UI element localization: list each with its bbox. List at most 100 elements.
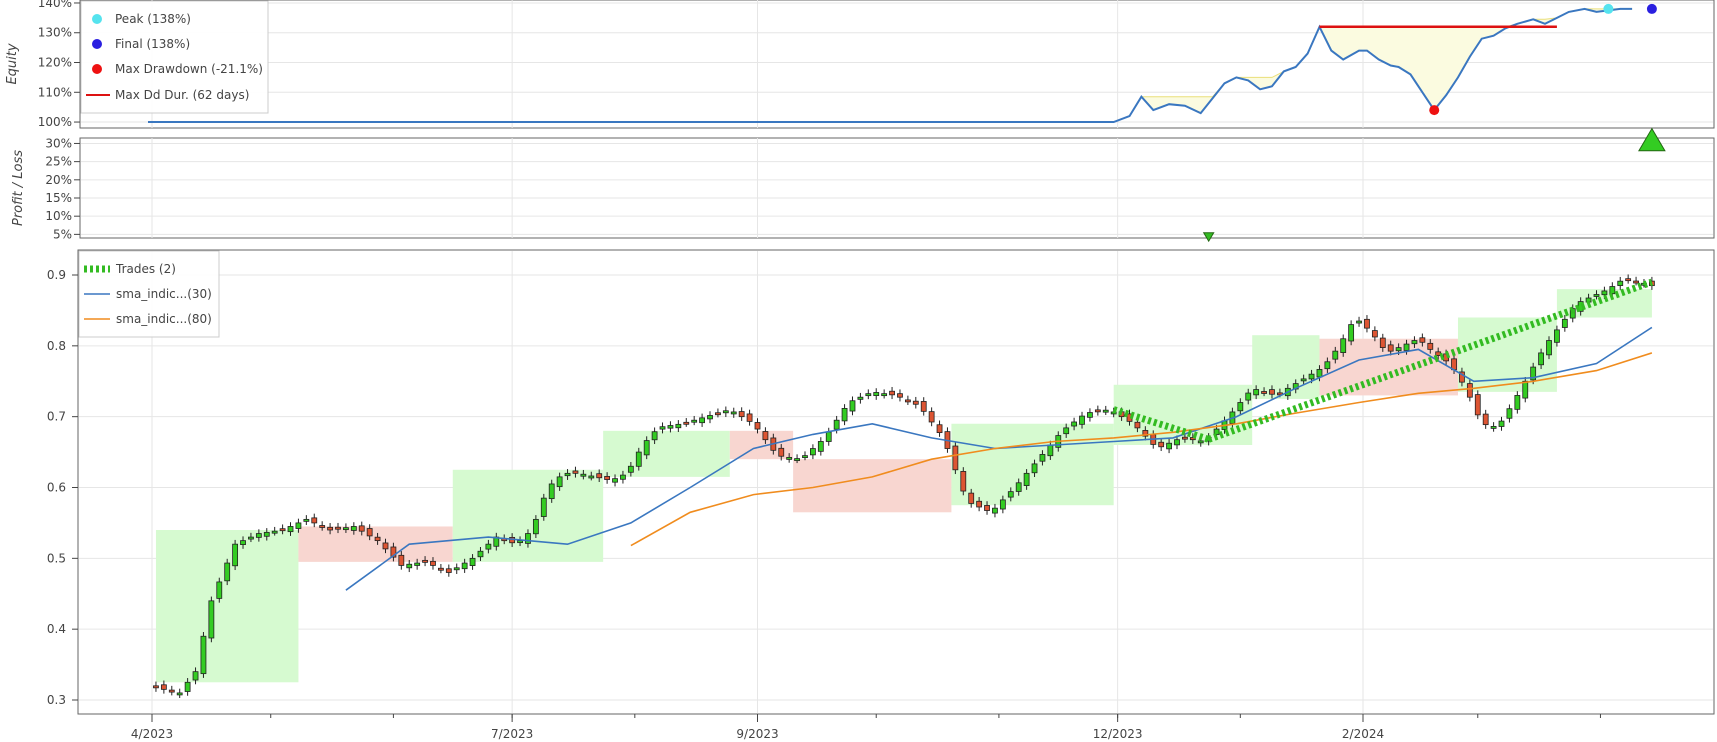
candle-body-124 (1134, 421, 1141, 429)
candle-body-56 (596, 473, 603, 479)
candle-body-51 (556, 476, 563, 488)
candle-body-147 (1316, 369, 1323, 378)
candle-body-28 (374, 536, 381, 542)
candle-body-108 (1007, 491, 1014, 498)
candle-body-7 (208, 600, 215, 639)
price-ytick-label-3: 0.6 (47, 481, 66, 495)
candle-body-128 (1166, 442, 1172, 450)
equity-panel: 100% 110% 120% 130% 140% Equity Peak (138%) … (5, 0, 1715, 129)
candle-body-86 (833, 419, 840, 430)
price-xtick-label-0: 4/2023 (131, 727, 173, 741)
candle-body-40 (469, 557, 476, 566)
pnl-tick-label-2: 15% (45, 191, 72, 205)
candle-body-30 (390, 546, 397, 558)
candle-body-76 (754, 422, 761, 430)
candle-body-175 (1538, 352, 1544, 366)
candle-body-132 (1197, 440, 1204, 444)
equity-tick-label-2: 120% (38, 56, 72, 70)
candle-body-95 (904, 399, 911, 403)
candle-body-103 (968, 492, 975, 504)
candle-body-16 (279, 528, 286, 532)
candle-body-91 (873, 392, 880, 397)
candle-body-134 (1213, 428, 1220, 435)
candle-body-19 (303, 518, 310, 522)
candle-body-118 (1087, 412, 1093, 418)
candle-body-1 (160, 684, 167, 690)
candle-body-65 (667, 425, 674, 429)
trade-line-1 (1207, 278, 1654, 443)
candle-body-14 (263, 531, 270, 537)
candle-body-20 (311, 517, 318, 524)
sma30-line (345, 326, 1653, 591)
candle-body-185 (1617, 280, 1624, 286)
pnl-tick-label-5: 30% (45, 136, 72, 150)
candle-body-151 (1348, 324, 1355, 342)
candle-body-57 (604, 476, 611, 480)
candle-body-85 (825, 431, 832, 442)
candle-body-24 (343, 527, 349, 531)
candle-body-71 (715, 412, 721, 416)
candle-body-67 (683, 421, 690, 425)
candle-body-148 (1324, 361, 1331, 370)
candle-body-170 (1498, 420, 1505, 427)
candle-body-101 (952, 445, 959, 471)
sma80-line (630, 352, 1653, 547)
candle-body-32 (406, 563, 413, 569)
candle-body-11 (240, 540, 246, 545)
candle-body-146 (1308, 373, 1315, 380)
candle-body-106 (992, 507, 998, 514)
candle-body-29 (382, 542, 389, 550)
candle-body-153 (1364, 318, 1370, 329)
candle-body-111 (1031, 463, 1038, 474)
price-ytick-label-4: 0.7 (47, 410, 66, 424)
candle-body-157 (1395, 347, 1402, 352)
equity-tick-label-3: 130% (38, 26, 72, 40)
candle-body-172 (1514, 395, 1521, 410)
max-drawdown-legend-label: Max Drawdown (-21.1%) (115, 62, 263, 76)
candle-body-171 (1506, 408, 1513, 419)
candle-body-145 (1300, 378, 1307, 382)
period-boxes (155, 289, 1652, 683)
equity-legend-box (80, 0, 269, 114)
candle-body-64 (659, 426, 666, 430)
peak-legend-label: Peak (138%) (115, 12, 191, 26)
candle-body-46 (517, 540, 523, 544)
equity-tick-label-0: 100% (38, 115, 72, 129)
candle-body-173 (1522, 380, 1529, 399)
candle-body-183 (1601, 290, 1608, 296)
candle-body-36 (437, 567, 444, 571)
pnl-panel: 5% 10% 15% 20% 25% 30% Profit / Loss (11, 127, 1715, 243)
candle-body-77 (762, 431, 769, 441)
candle-body-178 (1561, 318, 1568, 328)
price-ytick-label-1: 0.4 (47, 622, 66, 636)
candle-body-119 (1094, 409, 1101, 413)
pnl-panel-frame (79, 137, 1715, 239)
price-ytick-label-6: 0.9 (47, 268, 66, 282)
peak-legend-marker (92, 14, 102, 24)
candle-body-184 (1609, 286, 1616, 295)
candle-body-22 (327, 526, 333, 531)
candle-body-59 (620, 474, 626, 480)
equity-y-ticks: 100% 110% 120% 130% 140% (38, 0, 80, 129)
candle-body-31 (398, 554, 405, 566)
candle-body-161 (1427, 342, 1434, 350)
candle-body-10 (232, 543, 239, 567)
price-y-ticks: 0.3 0.4 0.5 0.6 0.7 0.8 0.9 (47, 268, 78, 707)
candle-body-168 (1482, 413, 1489, 426)
candle-body-158 (1403, 343, 1410, 351)
candle-body-154 (1371, 330, 1378, 338)
candle-body-84 (817, 441, 824, 452)
equity-line (148, 7, 1633, 123)
candle-body-160 (1419, 337, 1426, 343)
candle-body-109 (1015, 482, 1022, 492)
candle-body-110 (1023, 472, 1030, 487)
candle-body-141 (1269, 389, 1275, 395)
pnl-y-ticks: 5% 10% 15% 20% 25% 30% (45, 136, 80, 241)
candle-body-47 (525, 533, 531, 544)
candle-body-34 (422, 559, 428, 563)
candle-body-169 (1490, 426, 1497, 429)
pnl-ylabel: Profit / Loss (11, 150, 26, 226)
candle-body-35 (430, 560, 436, 566)
price-ytick-label-0: 0.3 (47, 693, 66, 707)
trade-line-0 (1112, 406, 1210, 443)
